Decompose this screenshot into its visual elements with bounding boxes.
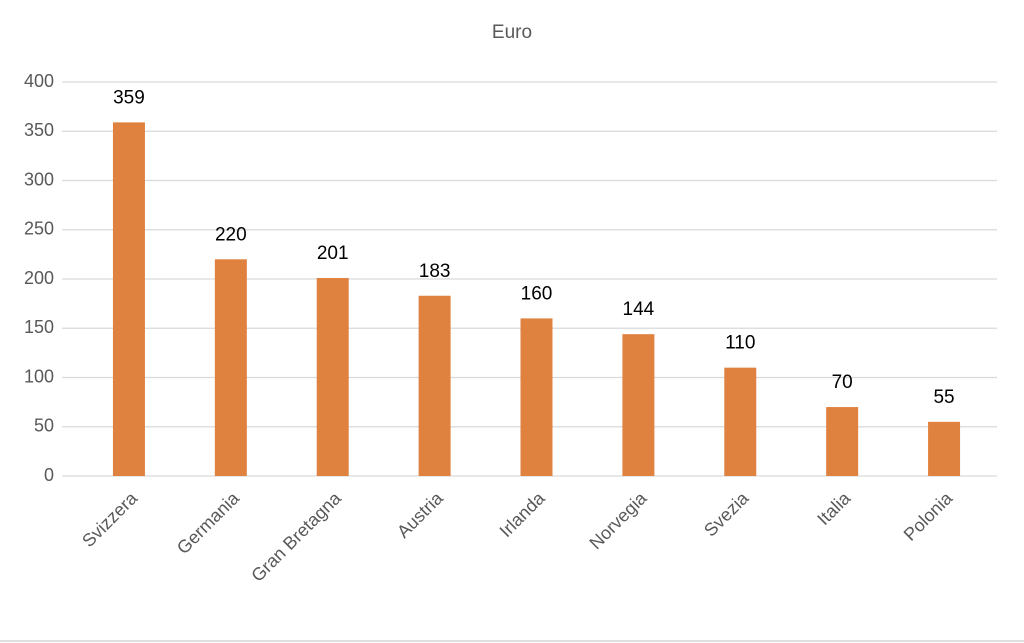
x-tick-label: Polonia — [900, 487, 957, 544]
x-tick-label: Norvegia — [585, 487, 651, 553]
bar — [826, 407, 859, 476]
data-label: 144 — [623, 299, 655, 320]
y-tick-label: 100 — [24, 366, 54, 386]
x-tick-label: Gran Bretagna — [247, 487, 345, 585]
data-label: 220 — [215, 224, 247, 245]
data-label: 359 — [113, 87, 145, 108]
bar — [214, 259, 247, 476]
bar — [316, 278, 349, 476]
y-tick-label: 0 — [44, 465, 54, 485]
bar — [112, 122, 145, 476]
x-tick-label: Germania — [173, 487, 244, 558]
bar — [928, 421, 961, 476]
y-tick-label: 200 — [24, 268, 54, 288]
data-label: 55 — [933, 387, 954, 408]
y-tick-label: 400 — [24, 71, 54, 91]
chart-title: Euro — [492, 22, 532, 43]
data-label: 183 — [419, 261, 451, 282]
y-tick-label: 150 — [24, 317, 54, 337]
x-tick-label: Svizzera — [78, 487, 142, 551]
bar — [418, 295, 451, 476]
x-tick-label: Irlanda — [496, 487, 550, 541]
x-tick-label: Italia — [813, 487, 855, 529]
y-tick-label: 300 — [24, 169, 54, 189]
y-tick-label: 50 — [34, 416, 54, 436]
y-tick-label: 350 — [24, 120, 54, 140]
x-tick-label: Svezia — [700, 487, 753, 540]
x-tick-label: Austria — [393, 487, 447, 541]
bar — [622, 334, 655, 476]
data-label: 201 — [317, 243, 349, 264]
bar — [520, 318, 553, 476]
data-label: 110 — [725, 333, 755, 354]
bar — [724, 367, 757, 476]
data-label: 160 — [521, 283, 553, 304]
y-tick-label: 250 — [24, 219, 54, 239]
data-label: 70 — [832, 372, 853, 393]
